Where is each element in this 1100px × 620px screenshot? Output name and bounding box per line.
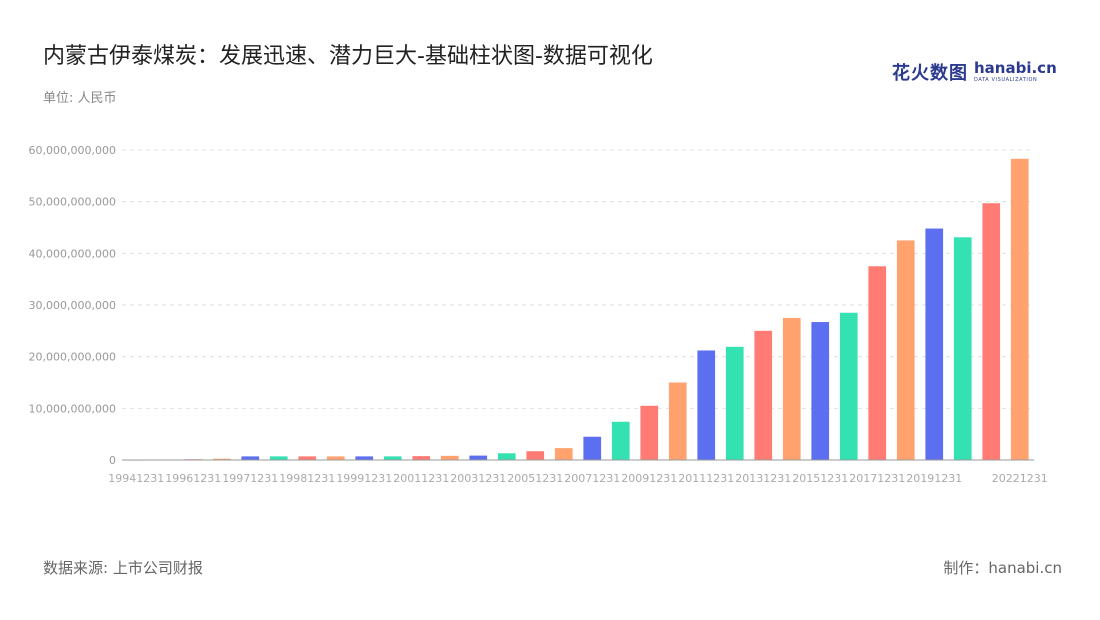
x-tick-label: 19941231	[108, 472, 164, 485]
x-tick-label: 20131231	[735, 472, 791, 485]
bar-20121231[interactable]	[725, 346, 744, 460]
bars	[127, 158, 1029, 461]
x-tick-label: 20221231	[992, 472, 1048, 485]
bar-20211231[interactable]	[982, 203, 1001, 460]
unit-label: 单位: 人民币	[43, 91, 117, 106]
y-axis-ticks: 0 10,000,000,000 20,000,000,000 30,000,000,…	[29, 144, 116, 467]
bar-20191231[interactable]	[925, 228, 944, 460]
bar-20151231[interactable]	[811, 322, 830, 460]
bar-20081231[interactable]	[611, 421, 630, 460]
bar-19981231b[interactable]	[326, 456, 345, 460]
y-tick-label: 50,000,000,000	[29, 196, 116, 209]
bar-20011231[interactable]	[412, 456, 431, 460]
data-source: 数据来源: 上市公司财报	[43, 559, 203, 577]
x-tick-label: 20051231	[507, 472, 563, 485]
bar-19991231[interactable]	[355, 456, 374, 460]
x-tick-label: 19971231	[222, 472, 278, 485]
y-tick-label: 10,000,000,000	[29, 402, 116, 415]
bar-20071231[interactable]	[583, 436, 602, 460]
logo-en-block: hanabi.cn DATA VISUALIZATION	[974, 61, 1057, 83]
bar-20131231[interactable]	[754, 330, 773, 460]
logo-sub-text: DATA VISUALIZATION	[974, 77, 1038, 83]
y-tick-label: 0	[109, 454, 116, 467]
bar-20141231[interactable]	[782, 317, 801, 460]
x-axis-ticks: 19941231 19961231 19971231 19981231 19991231…	[108, 472, 1048, 485]
logo-cn-text: 花火数图	[892, 63, 968, 84]
bar-20061231[interactable]	[554, 448, 573, 460]
x-tick-label: 20011231	[393, 472, 449, 485]
x-tick-label: 20091231	[621, 472, 677, 485]
bar-20161231[interactable]	[839, 312, 858, 460]
x-tick-label: 20111231	[678, 472, 734, 485]
bar-19961231b[interactable]	[212, 458, 231, 460]
y-tick-label: 40,000,000,000	[29, 247, 116, 260]
y-tick-label: 60,000,000,000	[29, 144, 116, 157]
bar-20091231[interactable]	[640, 405, 659, 460]
bar-19971231[interactable]	[241, 456, 260, 460]
logo-en-text: hanabi.cn	[974, 59, 1057, 77]
page-title: 内蒙古伊泰煤炭：发展迅速、潜力巨大-基础柱状图-数据可视化	[43, 44, 653, 69]
x-tick-label: 20031231	[450, 472, 506, 485]
bar-20111231[interactable]	[697, 350, 716, 460]
bar-20031231[interactable]	[469, 455, 488, 460]
bar-20181231[interactable]	[896, 240, 915, 460]
bar-19971231b[interactable]	[269, 456, 288, 460]
y-tick-label: 20,000,000,000	[29, 351, 116, 364]
bar-20221231[interactable]	[1010, 158, 1029, 461]
brand-logo[interactable]: 花火数图 hanabi.cn DATA VISUALIZATION	[892, 58, 1057, 86]
x-tick-label: 20151231	[792, 472, 848, 485]
x-tick-label: 19981231	[279, 472, 335, 485]
bar-20041231[interactable]	[497, 453, 516, 460]
bar-20101231[interactable]	[668, 382, 687, 461]
x-tick-label: 19961231	[165, 472, 221, 485]
bar-20201231[interactable]	[953, 237, 972, 460]
bar-20171231[interactable]	[868, 266, 887, 460]
bar-19981231[interactable]	[298, 456, 317, 460]
x-tick-label: 19991231	[336, 472, 392, 485]
x-tick-label: 20071231	[564, 472, 620, 485]
x-tick-label: 20171231	[849, 472, 905, 485]
x-tick-label: 20191231	[906, 472, 962, 485]
y-tick-label: 30,000,000,000	[29, 299, 116, 312]
credit-link[interactable]: 制作：hanabi.cn	[943, 559, 1062, 577]
bar-19991231b[interactable]	[383, 456, 402, 460]
bar-20011231b[interactable]	[440, 455, 459, 460]
bar-20051231[interactable]	[526, 451, 545, 460]
